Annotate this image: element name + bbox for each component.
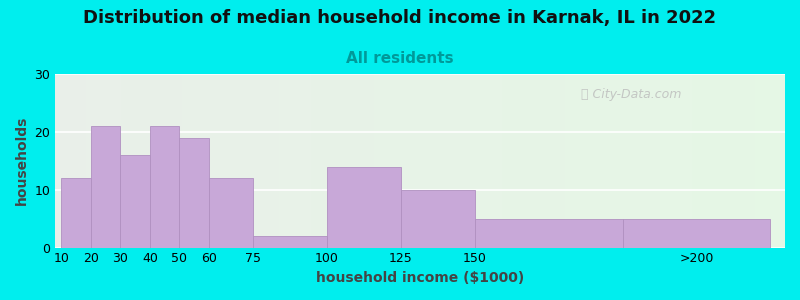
Text: ⓘ City-Data.com: ⓘ City-Data.com — [581, 88, 681, 101]
Bar — [120, 155, 150, 247]
Bar — [254, 236, 327, 248]
X-axis label: household income ($1000): household income ($1000) — [316, 271, 524, 285]
Bar — [327, 167, 401, 248]
Text: Distribution of median household income in Karnak, IL in 2022: Distribution of median household income … — [83, 9, 717, 27]
Bar — [62, 178, 90, 248]
Bar — [401, 190, 475, 247]
Y-axis label: households: households — [15, 116, 29, 206]
Bar — [475, 219, 622, 247]
Text: All residents: All residents — [346, 51, 454, 66]
Bar — [209, 178, 254, 248]
Bar — [150, 126, 179, 248]
Bar — [622, 219, 770, 247]
Bar — [179, 138, 209, 248]
Bar — [90, 126, 120, 248]
